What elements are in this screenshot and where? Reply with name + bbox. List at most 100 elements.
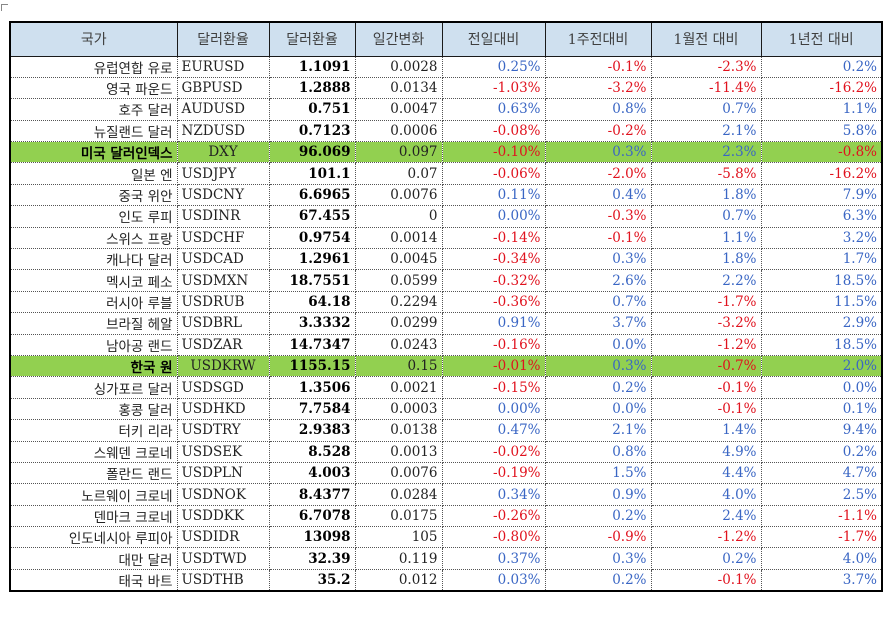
vs-1-week-cell[interactable]: -3.2% bbox=[544, 76, 652, 100]
daily-change-cell[interactable]: 0.0599 bbox=[354, 269, 443, 292]
vs-1-year-cell[interactable]: 4.0% bbox=[760, 547, 883, 570]
vs-1-month-cell[interactable]: -0.1% bbox=[650, 568, 762, 592]
vs-1-week-cell[interactable]: -0.1% bbox=[544, 226, 652, 250]
vs-prev-day-cell[interactable]: -0.06% bbox=[441, 162, 546, 185]
code-cell[interactable]: USDZAR bbox=[176, 333, 270, 356]
vs-prev-day-cell[interactable]: 0.00% bbox=[441, 397, 546, 421]
daily-change-cell[interactable]: 0.0299 bbox=[354, 312, 443, 335]
vs-prev-day-cell[interactable]: -0.36% bbox=[441, 290, 546, 314]
rate-cell[interactable]: 1.3506 bbox=[268, 376, 356, 399]
daily-change-cell[interactable]: 0 bbox=[354, 205, 443, 228]
header-vs-1-year[interactable]: 1년전 대비 bbox=[760, 21, 883, 57]
country-cell[interactable]: 인도 루피 bbox=[9, 205, 178, 228]
vs-prev-day-cell[interactable]: -0.16% bbox=[441, 333, 546, 356]
code-cell[interactable]: USDINR bbox=[176, 205, 270, 228]
country-cell[interactable]: 영국 파운드 bbox=[9, 76, 178, 100]
vs-1-month-cell[interactable]: -3.2% bbox=[650, 312, 762, 335]
vs-1-year-cell[interactable]: 0.2% bbox=[760, 440, 883, 463]
vs-1-year-cell[interactable]: 18.5% bbox=[760, 333, 883, 356]
code-cell[interactable]: USDBRL bbox=[176, 312, 270, 335]
daily-change-cell[interactable]: 0.119 bbox=[354, 547, 443, 570]
country-cell[interactable]: 태국 바트 bbox=[9, 568, 178, 592]
vs-1-year-cell[interactable]: 0.1% bbox=[760, 397, 883, 421]
country-cell[interactable]: 대만 달러 bbox=[9, 547, 178, 570]
vs-1-week-cell[interactable]: 0.0% bbox=[544, 397, 652, 421]
vs-1-week-cell[interactable]: 0.4% bbox=[544, 183, 652, 207]
rate-cell[interactable]: 13098 bbox=[268, 526, 356, 549]
vs-1-month-cell[interactable]: -0.7% bbox=[650, 354, 762, 378]
code-cell[interactable]: USDCNY bbox=[176, 183, 270, 207]
vs-1-month-cell[interactable]: 4.4% bbox=[650, 461, 762, 485]
country-cell[interactable]: 스위스 프랑 bbox=[9, 226, 178, 250]
vs-1-week-cell[interactable]: -0.2% bbox=[544, 119, 652, 143]
daily-change-cell[interactable]: 0.0134 bbox=[354, 76, 443, 100]
country-cell[interactable]: 브라질 헤알 bbox=[9, 312, 178, 335]
vs-1-week-cell[interactable]: -0.1% bbox=[544, 55, 652, 78]
vs-prev-day-cell[interactable]: -0.19% bbox=[441, 461, 546, 485]
header-rate[interactable]: 달러환율 bbox=[268, 21, 356, 57]
code-cell[interactable]: USDDKK bbox=[176, 504, 270, 528]
vs-1-month-cell[interactable]: 4.0% bbox=[650, 483, 762, 506]
vs-1-week-cell[interactable]: 0.2% bbox=[544, 376, 652, 399]
vs-1-month-cell[interactable]: 2.1% bbox=[650, 119, 762, 143]
daily-change-cell[interactable]: 0.0175 bbox=[354, 504, 443, 528]
country-cell[interactable]: 뉴질랜드 달러 bbox=[9, 119, 178, 143]
rate-cell[interactable]: 3.3332 bbox=[268, 312, 356, 335]
vs-1-month-cell[interactable]: -2.3% bbox=[650, 55, 762, 78]
daily-change-cell[interactable]: 0.0047 bbox=[354, 98, 443, 121]
country-cell[interactable]: 노르웨이 크로네 bbox=[9, 483, 178, 506]
header-vs-1-week[interactable]: 1주전대비 bbox=[544, 21, 652, 57]
code-cell[interactable]: USDRUB bbox=[176, 290, 270, 314]
rate-cell[interactable]: 1.2888 bbox=[268, 76, 356, 100]
vs-1-month-cell[interactable]: 1.1% bbox=[650, 226, 762, 250]
rate-cell[interactable]: 0.751 bbox=[268, 98, 356, 121]
code-cell[interactable]: NZDUSD bbox=[176, 119, 270, 143]
rate-cell[interactable]: 1.1091 bbox=[268, 55, 356, 78]
vs-prev-day-cell[interactable]: -0.32% bbox=[441, 269, 546, 292]
daily-change-cell[interactable]: 0.0028 bbox=[354, 55, 443, 78]
daily-change-cell[interactable]: 0.2294 bbox=[354, 290, 443, 314]
country-cell[interactable]: 싱가포르 달러 bbox=[9, 376, 178, 399]
vs-1-month-cell[interactable]: 1.8% bbox=[650, 183, 762, 207]
code-cell[interactable]: USDTWD bbox=[176, 547, 270, 570]
header-vs-prev-day[interactable]: 전일대비 bbox=[441, 21, 546, 57]
country-cell[interactable]: 미국 달러인덱스 bbox=[9, 141, 178, 164]
header-daily-change[interactable]: 일간변화 bbox=[354, 21, 443, 57]
rate-cell[interactable]: 1155.15 bbox=[268, 354, 356, 378]
rate-cell[interactable]: 35.2 bbox=[268, 568, 356, 592]
vs-1-year-cell[interactable]: 0.2% bbox=[760, 55, 883, 78]
vs-1-year-cell[interactable]: 5.8% bbox=[760, 119, 883, 143]
vs-1-year-cell[interactable]: 1.1% bbox=[760, 98, 883, 121]
daily-change-cell[interactable]: 0.0284 bbox=[354, 483, 443, 506]
vs-1-week-cell[interactable]: -2.0% bbox=[544, 162, 652, 185]
vs-1-month-cell[interactable]: 1.8% bbox=[650, 248, 762, 271]
vs-1-year-cell[interactable]: -0.8% bbox=[760, 141, 883, 164]
daily-change-cell[interactable]: 0.0021 bbox=[354, 376, 443, 399]
vs-1-month-cell[interactable]: -1.7% bbox=[650, 290, 762, 314]
country-cell[interactable]: 홍콩 달러 bbox=[9, 397, 178, 421]
vs-1-month-cell[interactable]: -0.1% bbox=[650, 397, 762, 421]
vs-prev-day-cell[interactable]: -0.80% bbox=[441, 526, 546, 549]
vs-1-week-cell[interactable]: 0.2% bbox=[544, 568, 652, 592]
country-cell[interactable]: 멕시코 페소 bbox=[9, 269, 178, 292]
vs-1-year-cell[interactable]: 1.7% bbox=[760, 248, 883, 271]
vs-prev-day-cell[interactable]: 0.03% bbox=[441, 568, 546, 592]
code-cell[interactable]: USDSGD bbox=[176, 376, 270, 399]
country-cell[interactable]: 중국 위안 bbox=[9, 183, 178, 207]
vs-1-year-cell[interactable]: 2.5% bbox=[760, 483, 883, 506]
rate-cell[interactable]: 0.9754 bbox=[268, 226, 356, 250]
country-cell[interactable]: 스웨덴 크로네 bbox=[9, 440, 178, 463]
vs-1-week-cell[interactable]: 0.3% bbox=[544, 354, 652, 378]
vs-1-week-cell[interactable]: 3.7% bbox=[544, 312, 652, 335]
code-cell[interactable]: USDCAD bbox=[176, 248, 270, 271]
country-cell[interactable]: 남아공 랜드 bbox=[9, 333, 178, 356]
vs-1-week-cell[interactable]: 0.7% bbox=[544, 290, 652, 314]
country-cell[interactable]: 인도네시아 루피아 bbox=[9, 526, 178, 549]
vs-prev-day-cell[interactable]: 0.34% bbox=[441, 483, 546, 506]
daily-change-cell[interactable]: 0.07 bbox=[354, 162, 443, 185]
country-cell[interactable]: 덴마크 크로네 bbox=[9, 504, 178, 528]
country-cell[interactable]: 러시아 루블 bbox=[9, 290, 178, 314]
code-cell[interactable]: USDHKD bbox=[176, 397, 270, 421]
country-cell[interactable]: 호주 달러 bbox=[9, 98, 178, 121]
vs-1-week-cell[interactable]: -0.3% bbox=[544, 205, 652, 228]
